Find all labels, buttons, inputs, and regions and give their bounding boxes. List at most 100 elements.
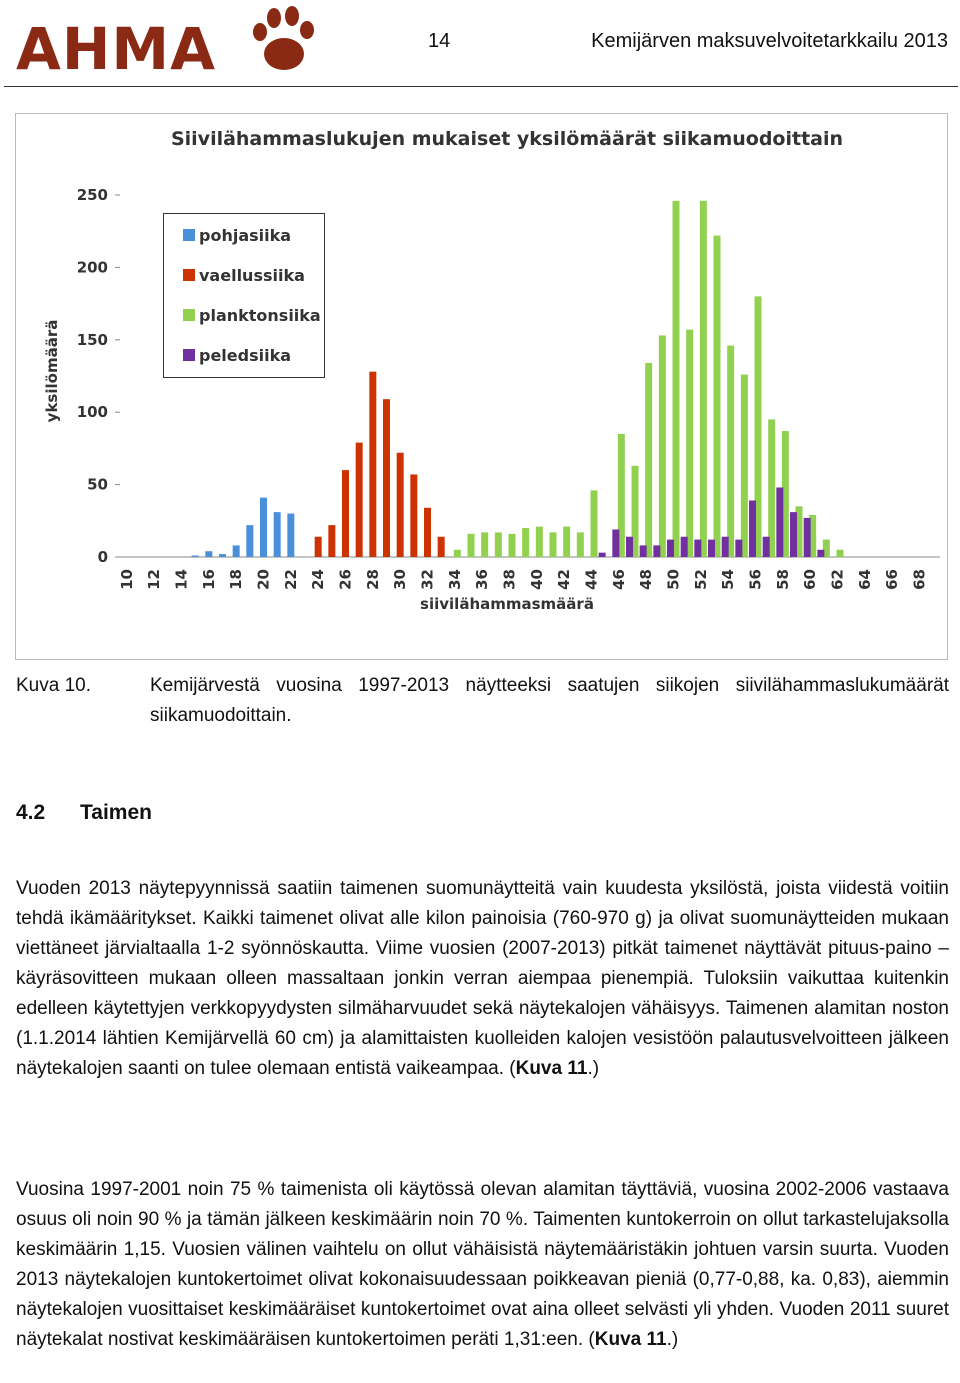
bar [645, 362, 653, 557]
bar [598, 552, 606, 557]
x-tick-label: 10 [118, 569, 136, 590]
bar [205, 551, 213, 557]
bar [735, 539, 743, 557]
x-tick-label: 44 [583, 569, 601, 590]
legend-label: planktonsiika [199, 306, 321, 325]
bar [453, 549, 461, 557]
x-tick-label: 12 [145, 569, 163, 590]
bar [749, 500, 756, 557]
caption-text: Kemijärvestä vuosina 1997-2013 näytteeks… [150, 675, 949, 726]
bar [383, 399, 390, 557]
caption: Kuva 10. Kemijärvestä vuosina 1997-2013 … [16, 671, 949, 731]
text: .) [666, 1329, 679, 1350]
legend-swatch [183, 269, 195, 281]
text: Vuosina 1997-2001 noin 75 % taimenista o… [16, 1179, 949, 1350]
bar [617, 433, 625, 557]
x-axis-title: siivilähammasmäärä [420, 595, 594, 613]
x-tick-label: 56 [747, 569, 765, 590]
figure-ref: Kuva 11 [515, 1058, 588, 1079]
x-tick-label: 26 [337, 569, 355, 590]
x-tick-label: 38 [501, 569, 519, 590]
bar [836, 549, 844, 557]
caption-label: Kuva 10. [16, 675, 91, 696]
x-tick-label: 42 [555, 569, 573, 590]
bar [612, 529, 620, 557]
bar [437, 536, 445, 557]
bar [754, 296, 762, 557]
bar [727, 345, 735, 557]
bar [699, 200, 707, 557]
bar [667, 539, 674, 557]
y-tick-label: 50 [87, 476, 108, 494]
x-tick-label: 36 [473, 569, 491, 590]
bar [653, 545, 661, 557]
section-number: 4.2 [16, 801, 46, 824]
bar [369, 371, 377, 557]
bar [410, 474, 418, 557]
bar [680, 536, 688, 557]
chart: Siivilähammaslukujen mukaiset yksilömäär… [15, 113, 948, 660]
figure-ref: Kuva 11 [594, 1329, 667, 1350]
x-tick-label: 20 [255, 569, 273, 590]
x-tick-label: 66 [883, 569, 901, 590]
bar [809, 515, 817, 557]
x-tick-label: 32 [419, 569, 437, 590]
bar [260, 497, 267, 557]
x-tick-label: 28 [364, 569, 382, 590]
x-tick-label: 40 [528, 569, 546, 590]
bar [246, 525, 254, 557]
bar [314, 536, 322, 557]
bar [822, 539, 830, 557]
bar [590, 490, 598, 557]
bar [694, 539, 702, 557]
x-tick-label: 16 [200, 569, 218, 590]
bar [576, 532, 584, 557]
paragraph: Vuoden 2013 näytepyynnissä saatiin taime… [16, 874, 949, 1084]
bar [639, 545, 647, 557]
legend-swatch [183, 349, 195, 361]
legend-label: vaellussiika [199, 266, 305, 285]
bar [631, 465, 639, 557]
y-tick-label: 150 [77, 331, 108, 349]
bar [232, 545, 240, 557]
y-tick-label: 100 [77, 403, 108, 421]
section-heading: 4.2 Taimen [16, 801, 152, 825]
legend-label: peledsiika [199, 346, 291, 365]
bar [522, 528, 530, 557]
bar [626, 536, 633, 557]
x-tick-label: 68 [911, 569, 929, 590]
x-tick-label: 60 [801, 569, 819, 590]
bar [563, 526, 571, 557]
section-title: Taimen [80, 801, 152, 824]
x-tick-label: 46 [610, 569, 628, 590]
x-tick-label: 34 [446, 569, 464, 590]
bar [817, 549, 825, 557]
x-tick-label: 14 [173, 569, 191, 590]
bar [795, 506, 803, 557]
legend-swatch [183, 309, 195, 321]
bar [191, 555, 199, 557]
x-tick-label: 52 [692, 569, 710, 590]
bar [713, 235, 721, 557]
bar [776, 487, 784, 557]
bar [658, 335, 666, 557]
bar [708, 539, 715, 557]
logo: AHMA [16, 15, 217, 83]
x-tick-label: 64 [856, 569, 874, 590]
bar [273, 512, 281, 557]
bar [781, 431, 789, 557]
page-number: 14 [428, 30, 451, 52]
bar [342, 470, 349, 557]
x-tick-label: 62 [829, 569, 847, 590]
legend-label: pohjasiika [199, 226, 291, 245]
paw-icon [253, 6, 314, 70]
x-tick-label: 50 [665, 569, 683, 590]
y-tick-label: 250 [77, 186, 108, 204]
chart-frame [15, 113, 948, 660]
x-tick-label: 24 [309, 569, 327, 590]
bar [494, 532, 502, 557]
header-title: Kemijärven maksuvelvoitetarkkailu 2013 [591, 30, 948, 52]
x-tick-label: 54 [719, 569, 737, 590]
bar [762, 536, 770, 557]
